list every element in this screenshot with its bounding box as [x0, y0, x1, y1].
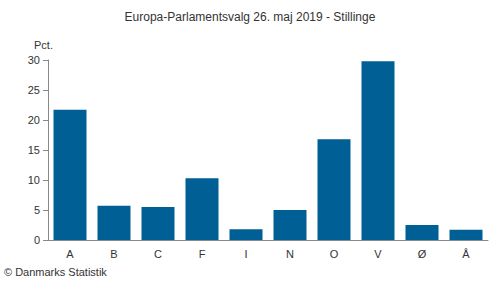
svg-text:10: 10 — [28, 174, 40, 186]
svg-text:25: 25 — [28, 84, 40, 96]
svg-text:0: 0 — [34, 234, 40, 246]
svg-text:O: O — [330, 248, 339, 260]
svg-text:5: 5 — [34, 204, 40, 216]
svg-text:I: I — [244, 248, 247, 260]
svg-text:15: 15 — [28, 144, 40, 156]
svg-text:A: A — [66, 248, 74, 260]
svg-text:C: C — [154, 248, 162, 260]
svg-text:© Danmarks Statistik: © Danmarks Statistik — [4, 266, 107, 278]
svg-text:B: B — [110, 248, 117, 260]
svg-text:F: F — [199, 248, 206, 260]
svg-text:30: 30 — [28, 54, 40, 66]
svg-text:Europa-Parlamentsvalg 26. maj: Europa-Parlamentsvalg 26. maj 2019 - Sti… — [125, 10, 376, 24]
svg-text:20: 20 — [28, 114, 40, 126]
svg-text:N: N — [286, 248, 294, 260]
svg-text:Ø: Ø — [418, 248, 427, 260]
svg-text:V: V — [374, 248, 382, 260]
svg-text:Pct.: Pct. — [34, 39, 53, 51]
svg-text:Å: Å — [462, 248, 470, 260]
